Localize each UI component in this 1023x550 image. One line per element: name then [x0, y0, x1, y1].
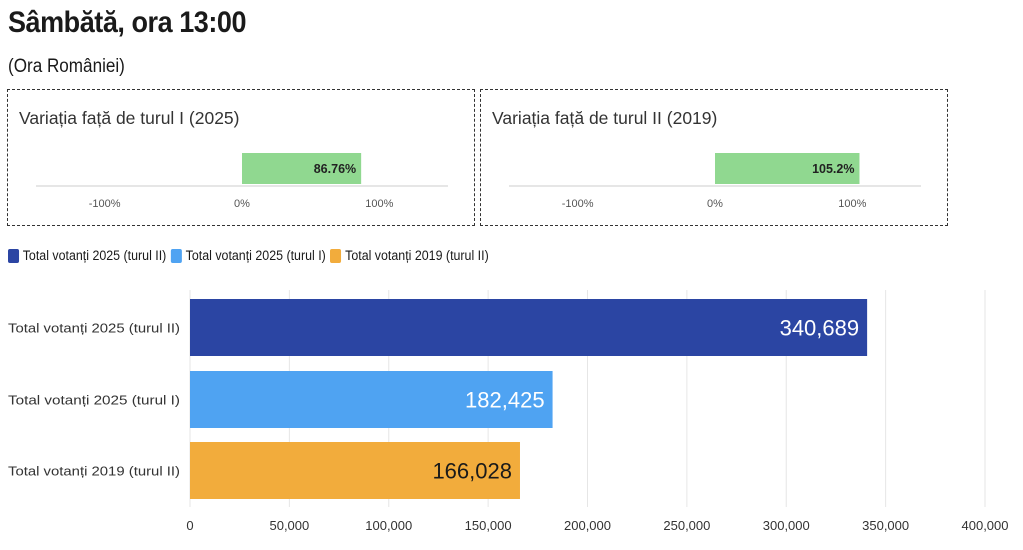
- legend-item-2025-round-2[interactable]: Total votanți 2025 (turul II): [8, 248, 166, 263]
- variation-bar: [715, 153, 860, 184]
- bar: [190, 371, 553, 428]
- variation-tick-label: 0%: [234, 198, 250, 210]
- x-tick-label: 200,000: [564, 518, 611, 533]
- x-tick-label: 300,000: [763, 518, 810, 533]
- legend-item-2025-round-1[interactable]: Total votanți 2025 (turul I): [170, 248, 326, 263]
- page-title: Sâmbătă, ora 13:00: [8, 6, 247, 39]
- variation-chart: 86.76% -100% 0% 100%: [36, 153, 448, 210]
- variation-value-label: 86.76%: [314, 162, 356, 176]
- variation-panel-title: Variația față de turul I (2025): [19, 108, 240, 128]
- legend-swatch: [8, 248, 20, 263]
- variation-panel-title: Variația față de turul II (2019): [492, 108, 718, 128]
- legend-label: Total votanți 2025 (turul I): [185, 248, 326, 263]
- variation-tick-label: -100%: [562, 198, 594, 210]
- bar-value-label: 340,689: [780, 316, 860, 341]
- bar: [190, 299, 868, 356]
- x-tick-label: 0: [186, 518, 193, 533]
- variation-bar: [242, 153, 362, 184]
- bar: [190, 442, 520, 499]
- x-tick-label: 150,000: [465, 518, 512, 533]
- legend-swatch: [170, 248, 182, 263]
- variation-tick-label: -100%: [89, 198, 121, 210]
- variation-chart: 105.2% -100% 0% 100%: [509, 153, 921, 210]
- legend-label: Total votanți 2025 (turul II): [22, 248, 167, 263]
- legend-swatch: [330, 248, 342, 263]
- variation-tick-label: 100%: [838, 198, 866, 210]
- page-subtitle: (Ora României): [8, 56, 125, 77]
- category-label: Total votanți 2025 (turul II): [8, 321, 180, 336]
- chart-legend: Total votanți 2025 (turul II) Total vota…: [8, 248, 493, 263]
- variation-panel-round-2-2019: Variația față de turul II (2019) 105.2% …: [480, 89, 948, 226]
- variation-panel-round-1: Variația față de turul I (2025) 86.76% -…: [7, 89, 475, 226]
- variation-tick-label: 0%: [707, 198, 723, 210]
- x-tick-label: 50,000: [269, 518, 309, 533]
- category-label: Total votanți 2019 (turul II): [8, 464, 180, 479]
- bar-value-label: 182,425: [465, 388, 545, 413]
- variation-value-label: 105.2%: [812, 162, 854, 176]
- x-tick-label: 250,000: [663, 518, 710, 533]
- bar-value-label: 166,028: [432, 459, 512, 484]
- voters-bar-chart: 0 50,000 100,000 150,000 200,000 250,000 300,0…: [8, 290, 1009, 533]
- legend-label: Total votanți 2019 (turul II): [345, 248, 489, 263]
- x-tick-label: 400,000: [962, 518, 1009, 533]
- x-tick-label: 350,000: [862, 518, 909, 533]
- category-label: Total votanți 2025 (turul I): [8, 393, 180, 408]
- x-tick-label: 100,000: [365, 518, 412, 533]
- legend-item-2019-round-2[interactable]: Total votanți 2019 (turul II): [330, 248, 489, 263]
- variation-tick-label: 100%: [365, 198, 393, 210]
